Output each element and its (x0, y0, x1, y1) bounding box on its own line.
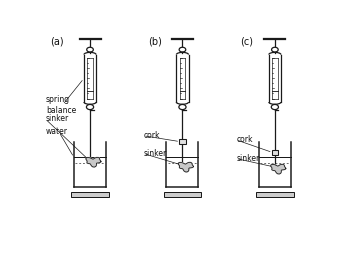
Text: cork: cork (144, 131, 160, 140)
Text: sinker: sinker (236, 154, 260, 163)
Text: spring
balance: spring balance (46, 95, 76, 115)
FancyBboxPatch shape (179, 140, 186, 144)
FancyBboxPatch shape (272, 150, 278, 155)
Polygon shape (271, 164, 286, 174)
Text: (c): (c) (240, 37, 253, 47)
Text: sinker: sinker (144, 149, 167, 158)
Text: (b): (b) (148, 37, 162, 47)
Text: water: water (46, 127, 68, 136)
Text: (a): (a) (50, 37, 64, 47)
Polygon shape (86, 157, 101, 167)
FancyBboxPatch shape (71, 192, 109, 197)
Text: sinker: sinker (46, 114, 69, 123)
FancyBboxPatch shape (164, 192, 201, 197)
Text: cork: cork (236, 135, 253, 144)
Polygon shape (178, 162, 193, 172)
FancyBboxPatch shape (256, 192, 294, 197)
